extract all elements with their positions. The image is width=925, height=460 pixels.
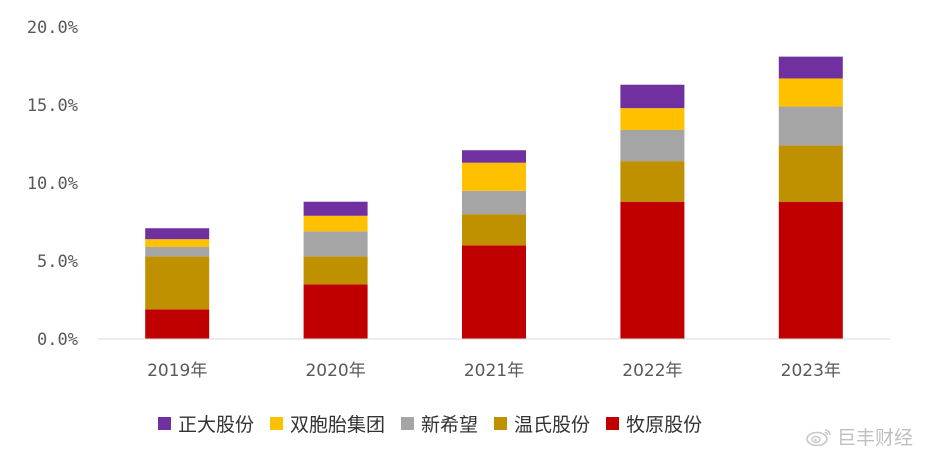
legend-item: 正大股份 bbox=[158, 410, 254, 437]
legend-swatch bbox=[270, 417, 284, 430]
bars bbox=[145, 56, 843, 339]
bar-segment bbox=[145, 239, 210, 247]
bar-segment bbox=[145, 228, 210, 240]
weibo-icon bbox=[806, 428, 831, 446]
legend-item: 新希望 bbox=[401, 410, 478, 437]
bar-segment bbox=[303, 284, 368, 339]
bar-segment bbox=[778, 56, 843, 79]
bar-segment bbox=[462, 162, 526, 191]
bar-segment bbox=[620, 108, 685, 130]
y-tick-label: 0.0% bbox=[37, 330, 78, 350]
bar-segment bbox=[620, 129, 685, 162]
watermark-text: 巨丰财经 bbox=[836, 427, 913, 449]
legend-item: 牧原股份 bbox=[606, 410, 702, 437]
y-axis-ticks: 0.0% 5.0% 10.0% 15.0% 20.0% bbox=[27, 18, 78, 350]
bar-segment bbox=[303, 201, 368, 216]
legend-label: 温氏股份 bbox=[514, 414, 591, 436]
x-tick-label: 2022年 bbox=[622, 361, 682, 381]
bar-segment bbox=[145, 309, 210, 339]
legend-swatch bbox=[158, 417, 171, 430]
legend-swatch bbox=[401, 417, 415, 430]
bar-segment bbox=[778, 78, 843, 107]
stacked-bar-chart: 0.0%5.0%10.0%15.0%20.0% 2019年 2020年 2021年 2… bbox=[27, 18, 890, 381]
watermark: 巨丰财经 bbox=[806, 423, 913, 450]
bar-segment bbox=[462, 150, 526, 163]
bar-segment bbox=[778, 145, 843, 202]
bar-segment bbox=[462, 214, 526, 246]
bar-segment bbox=[620, 84, 685, 109]
legend-item: 温氏股份 bbox=[494, 410, 590, 437]
x-tick-label: 2020年 bbox=[305, 361, 365, 381]
legend: 正大股份 双胞胎集团 新希望 温氏股份 牧原股份 bbox=[158, 410, 718, 437]
x-tick-label: 2023年 bbox=[781, 361, 841, 381]
bar-segment bbox=[145, 256, 210, 310]
bar-segment bbox=[778, 201, 843, 339]
bar-segment bbox=[303, 256, 368, 285]
legend-swatch bbox=[494, 417, 508, 430]
bar-segment bbox=[462, 245, 526, 339]
x-axis-ticks: 2019年 2020年 2021年 2022年 2023年 bbox=[147, 361, 841, 381]
legend-swatch bbox=[606, 417, 620, 430]
bar-segment bbox=[620, 201, 685, 339]
legend-label: 双胞胎集团 bbox=[290, 414, 386, 436]
legend-label: 牧原股份 bbox=[626, 414, 703, 436]
y-tick-label: 15.0% bbox=[27, 96, 78, 116]
y-tick-label: 20.0% bbox=[27, 18, 78, 38]
bar-segment bbox=[462, 190, 526, 215]
y-tick-label: 10.0% bbox=[27, 174, 78, 194]
legend-label: 正大股份 bbox=[178, 414, 255, 436]
bar-segment bbox=[303, 215, 368, 232]
x-tick-label: 2019年 bbox=[147, 361, 207, 381]
bar-segment bbox=[145, 246, 210, 257]
y-tick-label: 5.0% bbox=[37, 252, 78, 272]
bar-segment bbox=[778, 106, 843, 146]
bar-segment bbox=[620, 161, 685, 202]
x-tick-label: 2021年 bbox=[464, 361, 524, 381]
legend-item: 双胞胎集团 bbox=[270, 410, 385, 437]
bar-segment bbox=[303, 231, 368, 257]
legend-label: 新希望 bbox=[421, 414, 479, 436]
